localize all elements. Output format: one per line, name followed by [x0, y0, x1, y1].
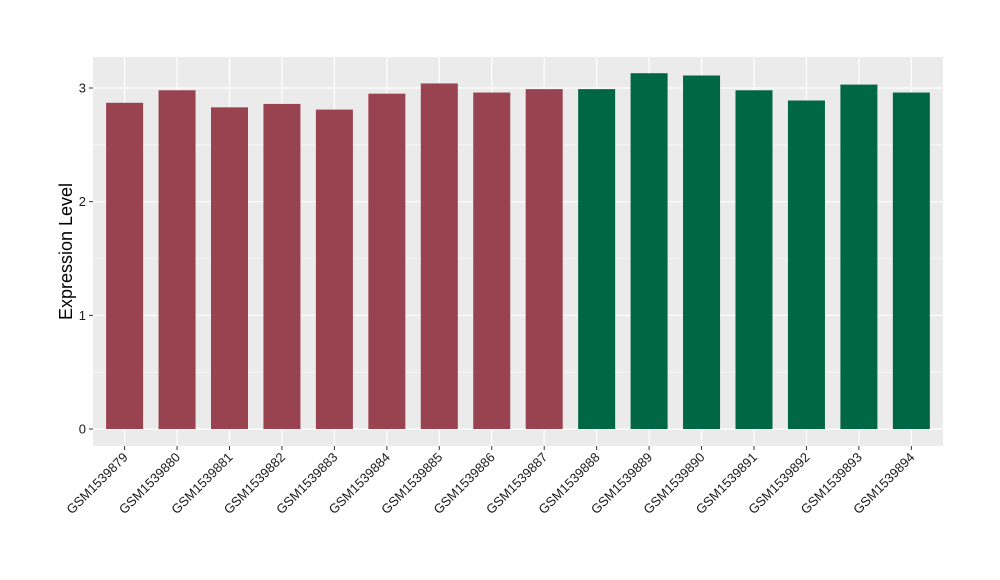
y-tick-label: 1 [79, 308, 86, 323]
bar-GSM1539889 [630, 73, 668, 430]
bar-GSM1539894 [892, 92, 930, 430]
bar-GSM1539891 [735, 90, 773, 430]
y-tick-label: 3 [79, 81, 86, 96]
bar-GSM1539888 [578, 89, 616, 430]
bars [106, 73, 930, 430]
y-tick-label: 2 [79, 194, 86, 209]
bar-GSM1539892 [787, 100, 825, 430]
bar-GSM1539879 [106, 102, 144, 429]
bar-GSM1539880 [158, 90, 196, 430]
y-axis-title: Expression Level [56, 183, 76, 320]
y-axis: 0 1 2 3 [79, 81, 93, 437]
x-axis: GSM1539879GSM1539880GSM1539881GSM1539882… [63, 446, 917, 517]
bar-GSM1539893 [840, 84, 878, 429]
bar-GSM1539881 [211, 107, 248, 429]
bar-GSM1539882 [263, 103, 301, 429]
bar-GSM1539884 [368, 93, 406, 429]
bar-GSM1539885 [420, 83, 458, 429]
bar-GSM1539886 [473, 92, 511, 430]
bar-GSM1539890 [683, 75, 721, 429]
bar-GSM1539883 [315, 109, 353, 429]
y-tick-label: 0 [79, 422, 86, 437]
bar-GSM1539887 [525, 89, 563, 430]
